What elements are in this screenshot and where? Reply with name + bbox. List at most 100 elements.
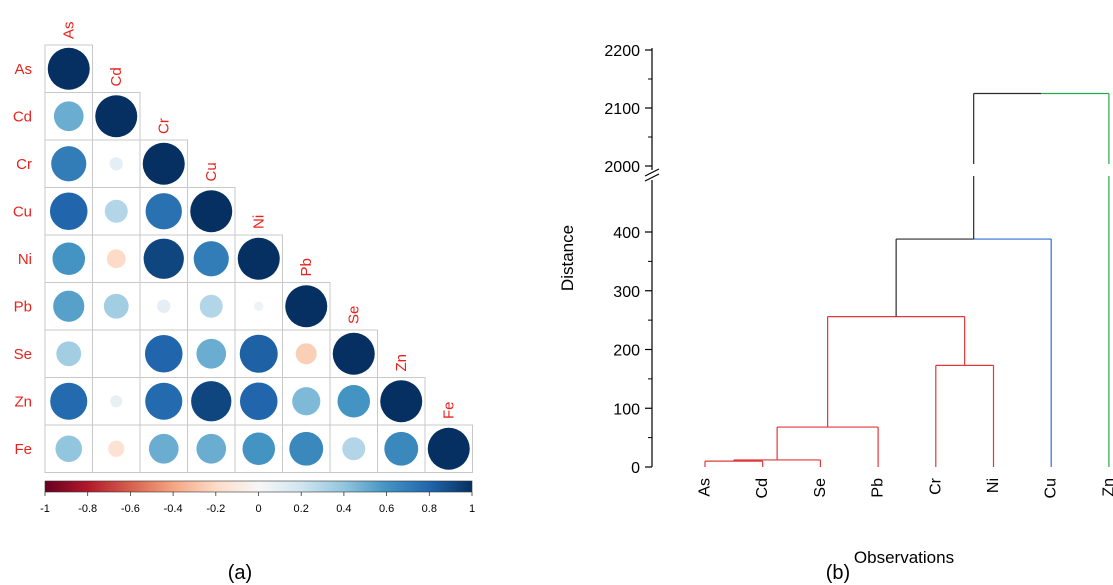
column-label-fe: Fe: [440, 401, 457, 419]
corr-circle-pb-cd: [103, 293, 129, 319]
corr-circle-fe-pb: [289, 431, 324, 466]
correlation-plot: As As Cd Cd Cr Cr Cu Cu Ni Ni Pb Pb Se Se Zn Zn Fe Fe: [13, 21, 473, 473]
corr-circle-cd-cd: [95, 95, 138, 138]
corr-circle-cu-as: [49, 192, 88, 231]
colorbar: -1 -0.8 -0.6 -0.4 -0.2 0 0.2 0.4 0.6 0.8 1: [40, 480, 475, 515]
row-label-se: Se: [14, 346, 32, 363]
colorbar-gradient: [44, 480, 473, 493]
corr-circle-se-se: [332, 332, 375, 375]
panel-label-b: (b): [826, 562, 850, 584]
corr-circle-ni-cu: [193, 241, 229, 277]
colorbar-tick-label: -0.4: [164, 503, 183, 515]
corr-circle-zn-cd: [110, 395, 123, 408]
leaf-label-cu: Cu: [1043, 478, 1060, 498]
column-label-se: Se: [345, 306, 362, 324]
corr-circle-pb-as: [53, 290, 85, 322]
corr-circle-pb-ni: [254, 301, 264, 311]
leaf-label-as: As: [697, 478, 714, 497]
colorbar-tick-label: 0.6: [379, 503, 394, 515]
corr-circle-zn-as: [50, 382, 88, 420]
corr-circle-fe-fe: [427, 427, 470, 470]
leaf-label-ni: Ni: [985, 478, 1002, 493]
corr-circle-zn-pb: [292, 387, 321, 416]
cell-fe-fe: [424, 424, 473, 473]
corr-circle-ni-cr: [143, 238, 184, 279]
colorbar-tick-label: -1: [40, 503, 50, 515]
column-label-pb: Pb: [298, 258, 315, 276]
row-label-cu: Cu: [13, 203, 32, 220]
y-tick-label: 300: [613, 284, 640, 301]
corr-circle-fe-zn: [384, 431, 419, 466]
leaf-label-cd: Cd: [754, 478, 771, 498]
corr-circle-as-as: [47, 47, 90, 90]
corr-circle-cu-cd: [104, 199, 128, 223]
y-tick-label: 400: [613, 225, 640, 242]
corr-circle-zn-se: [337, 384, 371, 418]
corr-circle-fe-as: [55, 435, 83, 463]
corr-circle-fe-se: [342, 437, 366, 461]
corr-circle-cu-cr: [145, 193, 182, 230]
y-tick-label: 2000: [604, 159, 640, 176]
corr-circle-fe-cr: [148, 433, 179, 464]
corr-circle-fe-ni: [242, 432, 276, 466]
corr-circle-pb-pb: [285, 285, 328, 328]
corr-circle-se-pb: [295, 343, 317, 365]
colorbar-tick-label: 0: [255, 503, 261, 515]
column-label-cu: Cu: [203, 162, 220, 181]
leaf-label-zn: Zn: [1100, 478, 1113, 497]
corr-circle-se-cu: [196, 338, 227, 369]
dendrogram-plot: 0 100 200 300 400 2000 2100 2200 Distance Observa…: [558, 43, 1113, 567]
x-axis-title: Observations: [854, 548, 954, 567]
y-tick-label: 2200: [604, 43, 640, 60]
row-label-cd: Cd: [13, 108, 32, 125]
corr-circle-ni-cd: [106, 249, 126, 269]
colorbar-tick-label: -0.2: [206, 503, 225, 515]
colorbar-tick-label: 1: [469, 503, 475, 515]
corr-circle-ni-as: [52, 242, 86, 276]
leaf-label-se: Se: [812, 478, 829, 498]
corr-circle-zn-ni: [239, 382, 278, 421]
axis-break-mark: [644, 168, 660, 182]
colorbar-tick-label: 0.4: [336, 503, 351, 515]
corr-circle-pb-cu: [199, 294, 223, 318]
corr-circle-se-ni: [239, 334, 278, 373]
corr-circle-fe-cu: [196, 433, 227, 464]
cell-se-cd: [92, 329, 141, 378]
row-label-fe: Fe: [14, 441, 32, 458]
y-tick-label: 0: [631, 460, 640, 477]
column-label-cr: Cr: [155, 118, 172, 134]
colorbar-tick-label: -0.8: [78, 503, 97, 515]
y-tick-label: 100: [613, 401, 640, 418]
row-label-ni: Ni: [18, 251, 32, 268]
panel-label-a: (a): [228, 562, 252, 584]
corr-circle-se-cr: [144, 334, 183, 373]
column-label-zn: Zn: [393, 354, 410, 372]
corr-circle-se-as: [56, 341, 82, 367]
row-label-pb: Pb: [14, 298, 32, 315]
colorbar-tick-label: -0.6: [121, 503, 140, 515]
y-axis-title: Distance: [558, 225, 577, 291]
column-label-cd: Cd: [108, 67, 125, 86]
colorbar-tick-label: 0.2: [294, 503, 309, 515]
corr-circle-cr-as: [51, 146, 87, 182]
corr-circle-pb-cr: [157, 299, 171, 313]
colorbar-tick-label: 0.8: [422, 503, 437, 515]
column-label-ni: Ni: [250, 215, 267, 229]
y-tick-label: 200: [613, 343, 640, 360]
row-label-cr: Cr: [16, 156, 32, 173]
row-label-as: As: [14, 61, 32, 78]
corr-circle-cd-as: [53, 101, 84, 132]
y-tick-label: 2100: [604, 101, 640, 118]
corr-circle-cr-cr: [142, 142, 185, 185]
corr-circle-fe-cd: [108, 440, 125, 457]
corr-circle-ni-ni: [237, 237, 280, 280]
leaf-label-cr: Cr: [927, 477, 944, 495]
column-label-as: As: [60, 21, 77, 39]
corr-circle-zn-cr: [145, 382, 183, 420]
corr-circle-cr-cd: [109, 157, 123, 171]
corr-circle-zn-cu: [191, 381, 232, 422]
row-label-zn: Zn: [14, 393, 32, 410]
corr-circle-zn-zn: [380, 380, 423, 423]
corr-circle-cu-cu: [190, 190, 233, 233]
